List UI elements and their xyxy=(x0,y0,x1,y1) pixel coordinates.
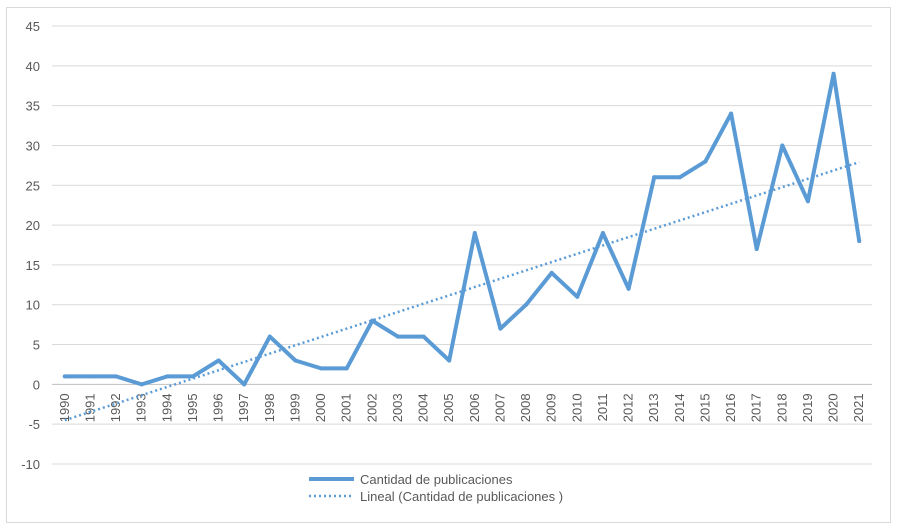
x-tick-label: 1998 xyxy=(262,393,277,422)
data-point xyxy=(447,358,452,363)
data-point xyxy=(242,382,247,387)
y-tick-label: 5 xyxy=(33,338,40,353)
data-point xyxy=(344,366,349,371)
x-tick-label: 2016 xyxy=(723,393,738,422)
x-tick-label: 2019 xyxy=(800,393,815,422)
data-point xyxy=(677,175,682,180)
y-tick-label: 0 xyxy=(33,377,40,392)
data-point xyxy=(857,239,862,244)
data-point xyxy=(472,231,477,236)
data-point xyxy=(626,286,631,291)
legend: Cantidad de publicaciones Lineal (Cantid… xyxy=(309,472,563,504)
x-tick-label: 2018 xyxy=(774,393,789,422)
x-tick-label: 1997 xyxy=(236,393,251,422)
y-tick-label: 30 xyxy=(26,138,40,153)
y-tick-label: -5 xyxy=(28,417,40,432)
x-tick-label: 2012 xyxy=(621,393,636,422)
data-point xyxy=(139,382,144,387)
x-tick-label: 2015 xyxy=(697,393,712,422)
trendline-linear xyxy=(64,160,860,422)
y-tick-label: 45 xyxy=(26,19,40,34)
data-point xyxy=(703,159,708,164)
y-tick-label: 10 xyxy=(26,298,40,313)
data-point xyxy=(165,374,170,379)
y-tick-label: 40 xyxy=(26,59,40,74)
x-tick-label: 1996 xyxy=(211,393,226,422)
legend-label-trendline: Lineal (Cantidad de publicaciones ) xyxy=(360,489,563,504)
x-tick-label: 2003 xyxy=(390,393,405,422)
x-axis-tick-labels: 1990 1991 1992 1993 1994 1995 1996 1997 1998 1999… xyxy=(57,393,866,422)
data-point xyxy=(62,374,67,379)
y-tick-label: 20 xyxy=(26,218,40,233)
data-point xyxy=(652,175,657,180)
x-tick-label: 2013 xyxy=(646,393,661,422)
legend-label-series: Cantidad de publicaciones xyxy=(360,472,513,487)
x-tick-label: 1992 xyxy=(108,393,123,422)
data-point xyxy=(88,374,93,379)
data-point xyxy=(754,246,759,251)
data-point xyxy=(395,334,400,339)
x-tick-label: 2021 xyxy=(851,393,866,422)
x-tick-label: 2007 xyxy=(492,393,507,422)
x-tick-label: 2020 xyxy=(826,393,841,422)
data-point xyxy=(831,71,836,76)
data-point xyxy=(293,358,298,363)
y-tick-label: 35 xyxy=(26,99,40,114)
series-points xyxy=(62,71,862,387)
gridlines xyxy=(52,25,872,465)
data-point xyxy=(114,374,119,379)
data-point xyxy=(267,334,272,339)
data-point xyxy=(370,318,375,323)
x-tick-label: 2009 xyxy=(544,393,559,422)
x-tick-label: 1990 xyxy=(57,393,72,422)
data-point xyxy=(729,111,734,116)
x-tick-label: 1993 xyxy=(134,393,149,422)
data-point xyxy=(319,366,324,371)
data-point xyxy=(524,302,529,307)
data-point xyxy=(421,334,426,339)
x-tick-label: 2002 xyxy=(364,393,379,422)
y-axis-tick-labels: 45 40 35 30 25 20 15 10 5 0 -5 -10 xyxy=(21,19,40,472)
y-tick-label: 25 xyxy=(26,178,40,193)
x-tick-label: 2004 xyxy=(416,393,431,422)
data-point xyxy=(190,374,195,379)
data-point xyxy=(216,358,221,363)
x-tick-label: 2011 xyxy=(595,393,610,421)
x-tick-label: 2000 xyxy=(313,393,328,422)
x-tick-label: 1999 xyxy=(287,393,302,422)
x-tick-label: 2014 xyxy=(672,393,687,422)
data-point xyxy=(575,294,580,299)
data-point xyxy=(600,231,605,236)
x-tick-label: 2008 xyxy=(518,393,533,422)
x-tick-label: 2001 xyxy=(339,393,354,422)
x-tick-label: 1991 xyxy=(82,393,97,422)
x-tick-label: 1994 xyxy=(159,393,174,422)
data-point xyxy=(498,326,503,331)
x-tick-label: 2006 xyxy=(467,393,482,422)
series-line-publicaciones xyxy=(62,71,862,387)
data-point xyxy=(805,199,810,204)
x-tick-label: 2017 xyxy=(749,393,764,422)
data-point xyxy=(549,270,554,275)
y-tick-label: 15 xyxy=(26,258,40,273)
x-tick-label: 1995 xyxy=(185,393,200,422)
y-tick-label: -10 xyxy=(21,457,40,472)
x-tick-label: 2010 xyxy=(569,393,584,422)
data-point xyxy=(780,143,785,148)
x-tick-label: 2005 xyxy=(441,393,456,422)
